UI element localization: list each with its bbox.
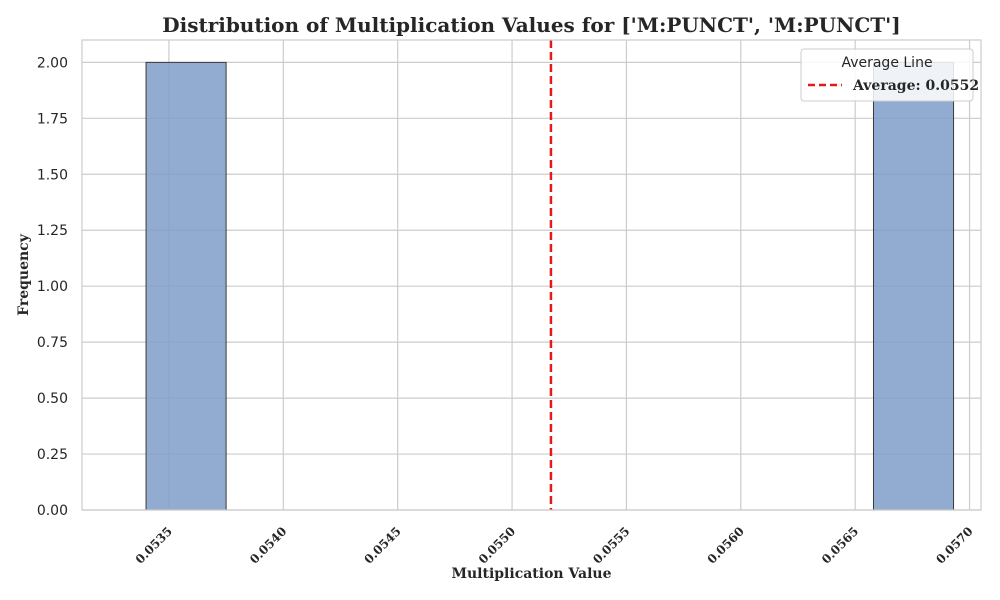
x-axis-label: Multiplication Value — [451, 566, 611, 582]
x-tick-label: 0.0570 — [933, 524, 975, 566]
x-tick-label: 0.0535 — [133, 524, 175, 566]
y-tick-label: 1.75 — [37, 111, 68, 127]
x-tick-label: 0.0545 — [361, 524, 403, 566]
plot-frame — [81, 39, 982, 511]
y-axis-label: Frequency — [16, 233, 32, 316]
y-tick-label: 0.75 — [37, 335, 68, 351]
x-tick-label: 0.0550 — [476, 524, 518, 566]
legend-box — [800, 48, 974, 102]
y-tick-label: 2.00 — [37, 55, 68, 71]
y-tick-label: 1.25 — [37, 223, 68, 239]
y-tick-label: 0.00 — [37, 503, 68, 519]
histogram-bar — [872, 61, 955, 511]
legend-title: Average Line — [841, 55, 932, 71]
y-tick-label: 1.00 — [37, 279, 68, 295]
bars — [145, 61, 955, 511]
x-tick-labels: 0.0535 0.0540 0.0545 0.0550 0.0555 0.0560 0.05… — [133, 524, 976, 566]
y-tick-label: 1.50 — [37, 167, 68, 183]
chart-title: Distribution of Multiplication Values fo… — [162, 13, 900, 37]
x-tick-label: 0.0560 — [705, 524, 747, 566]
histogram-bar — [145, 61, 227, 511]
y-tick-labels: 0.00 0.25 0.50 0.75 1.00 1.25 1.50 1.75 2.00 — [37, 55, 68, 519]
legend: Average Line Average: 0.0552 — [800, 48, 979, 102]
y-tick-label: 0.50 — [37, 391, 68, 407]
x-tick-label: 0.0540 — [247, 524, 289, 566]
x-tick-label: 0.0555 — [590, 524, 632, 566]
grid — [82, 40, 981, 511]
legend-entry-average: Average: 0.0552 — [852, 78, 979, 94]
x-tick-label: 0.0565 — [819, 524, 861, 566]
y-tick-label: 0.25 — [37, 447, 68, 463]
